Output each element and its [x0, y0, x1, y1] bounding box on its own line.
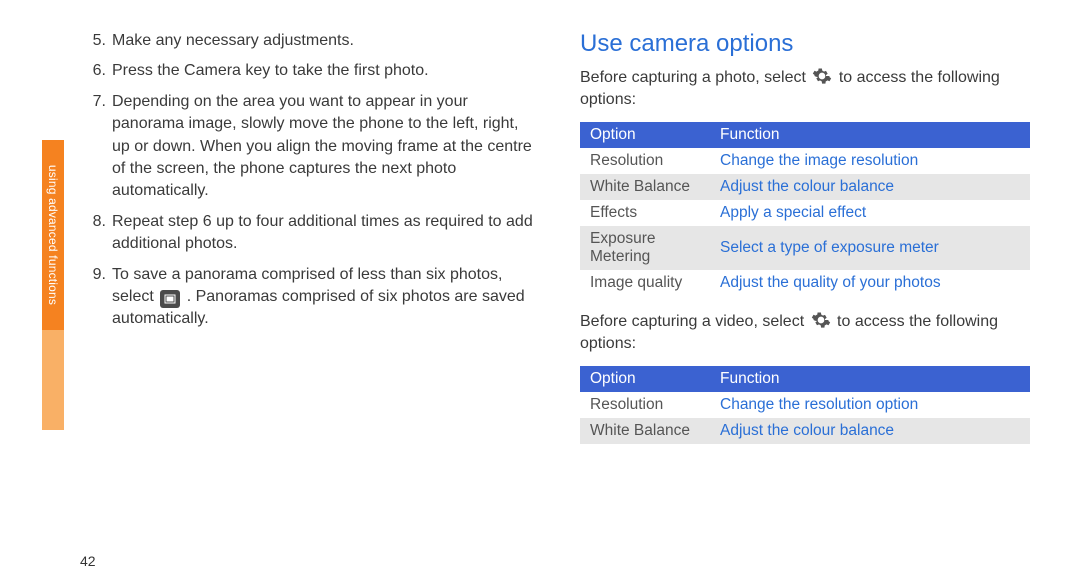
step-text: Make any necessary adjustments.	[112, 30, 538, 52]
step-text: To save a panorama comprised of less tha…	[112, 264, 538, 331]
table-row: White Balance Adjust the colour balance	[580, 174, 1030, 200]
table-header: Option	[580, 366, 710, 392]
option-cell: Image quality	[580, 270, 710, 296]
lead-text: Before capturing a video, select	[580, 313, 809, 330]
function-cell: Change the resolution option	[710, 392, 1030, 418]
step-number: 8.	[88, 211, 112, 256]
table-header: Function	[710, 366, 1030, 392]
gear-icon	[811, 310, 831, 330]
gear-icon	[812, 66, 832, 86]
option-cell: White Balance	[580, 174, 710, 200]
manual-page: using advanced functions 5. Make any nec…	[0, 0, 1080, 585]
step-text: Press the Camera key to take the first p…	[112, 60, 538, 82]
side-tab-accent	[42, 330, 64, 430]
step-item: 7. Depending on the area you want to app…	[88, 91, 538, 203]
table-header-row: Option Function	[580, 122, 1030, 148]
step-text: Depending on the area you want to appear…	[112, 91, 538, 203]
function-cell: Change the image resolution	[710, 148, 1030, 174]
table-row: Image quality Adjust the quality of your…	[580, 270, 1030, 296]
table-row: Effects Apply a special effect	[580, 200, 1030, 226]
option-cell: Resolution	[580, 148, 710, 174]
lead-text: Before capturing a photo, select	[580, 69, 810, 86]
step-number: 6.	[88, 60, 112, 82]
save-panorama-icon	[160, 290, 180, 308]
option-cell: Effects	[580, 200, 710, 226]
photo-options-table: Option Function Resolution Change the im…	[580, 122, 1030, 296]
table-header: Function	[710, 122, 1030, 148]
option-cell: Resolution	[580, 392, 710, 418]
function-cell: Adjust the quality of your photos	[710, 270, 1030, 296]
side-tab: using advanced functions	[42, 140, 64, 330]
step-number: 7.	[88, 91, 112, 203]
step-number: 9.	[88, 264, 112, 331]
left-column: 5. Make any necessary adjustments. 6. Pr…	[88, 30, 538, 458]
section-heading: Use camera options	[580, 30, 1030, 58]
step-item: 5. Make any necessary adjustments.	[88, 30, 538, 52]
option-cell: Exposure Metering	[580, 226, 710, 270]
table-header: Option	[580, 122, 710, 148]
steps-list: 5. Make any necessary adjustments. 6. Pr…	[88, 30, 538, 331]
table-row: Resolution Change the resolution option	[580, 392, 1030, 418]
lead-paragraph: Before capturing a video, select to acce…	[580, 310, 1030, 356]
function-cell: Select a type of exposure meter	[710, 226, 1030, 270]
table-row: Exposure Metering Select a type of expos…	[580, 226, 1030, 270]
step-text: Repeat step 6 up to four additional time…	[112, 211, 538, 256]
function-cell: Adjust the colour balance	[710, 174, 1030, 200]
table-header-row: Option Function	[580, 366, 1030, 392]
step-item: 9. To save a panorama comprised of less …	[88, 264, 538, 331]
step-item: 8. Repeat step 6 up to four additional t…	[88, 211, 538, 256]
side-tab-label: using advanced functions	[46, 165, 60, 305]
right-column: Use camera options Before capturing a ph…	[580, 30, 1030, 458]
option-cell: White Balance	[580, 418, 710, 444]
step-number: 5.	[88, 30, 112, 52]
table-row: Resolution Change the image resolution	[580, 148, 1030, 174]
lead-paragraph: Before capturing a photo, select to acce…	[580, 66, 1030, 112]
function-cell: Apply a special effect	[710, 200, 1030, 226]
page-number: 42	[80, 553, 96, 569]
step-item: 6. Press the Camera key to take the firs…	[88, 60, 538, 82]
video-options-table: Option Function Resolution Change the re…	[580, 366, 1030, 444]
function-cell: Adjust the colour balance	[710, 418, 1030, 444]
table-row: White Balance Adjust the colour balance	[580, 418, 1030, 444]
